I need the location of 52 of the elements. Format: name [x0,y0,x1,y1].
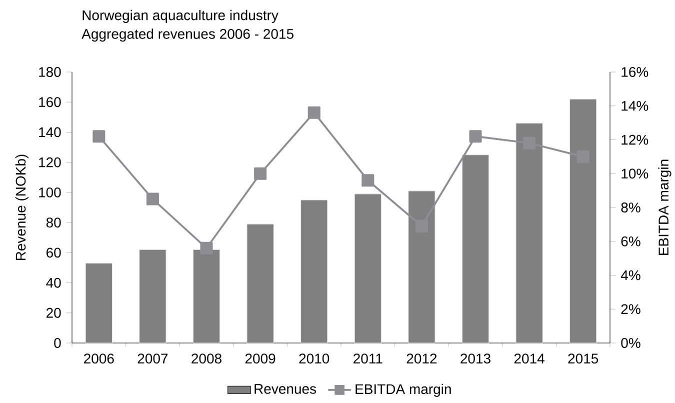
bar [408,190,436,344]
bar [192,249,220,344]
x-tick-label: 2008 [192,354,222,364]
y-axis-title: Revenue (NOKb) [15,154,28,260]
y-tick-label: 180 [39,67,61,77]
x-tick-label: 2014 [514,354,544,364]
bar [139,249,166,344]
point [92,130,106,143]
bar [85,262,113,344]
point [146,192,159,206]
x-tick-label: 2011 [354,354,382,364]
chart-title: Norwegian aquaculture industry [82,10,278,23]
x-tick-label: 2013 [460,354,490,364]
x-tick-label: 2006 [84,354,114,364]
legend-label: Revenues [254,384,316,394]
y2-tick-label: 6% [621,236,640,246]
y2-tick-label: 14% [622,100,648,111]
y-tick-label: 0 [54,338,61,348]
y2-tick-label: 8% [621,202,640,212]
point [308,106,320,119]
y2-tick-label: 10% [622,168,648,179]
y2-tick-label: 4% [620,270,640,280]
bar [462,154,490,344]
y2-tick-label: 12% [622,134,648,145]
y-tick-label: 140 [39,127,61,138]
y-tick-label: 100 [39,187,61,198]
y2-tick-label: 0% [621,338,640,348]
y-tick-label: 160 [39,97,61,108]
y-tick-label: 120 [39,157,61,168]
bar [300,200,328,344]
y-tick-label: 20 [46,308,61,318]
point [254,167,267,180]
y2-axis-title: EBITDA margin [658,160,672,255]
y2-tick-label: 2% [621,304,640,314]
bar [354,194,382,344]
y2-tick-label: 16% [622,67,648,77]
x-tick-label: 2015 [568,354,598,364]
point [200,242,213,254]
legend-label: EBITDA margin [356,384,451,397]
x-tick-label: 2009 [245,354,276,364]
x-tick-label: 2010 [299,354,330,364]
y-tick-label: 80 [46,218,61,228]
bar [516,122,543,344]
chart-subtitle: Aggregated revenues 2006 - 2015 [82,28,294,42]
point [362,174,374,187]
bar [246,224,274,344]
y-tick-label: 40 [46,278,61,288]
x-tick-label: 2012 [406,354,437,364]
y-tick-label: 60 [46,248,61,258]
bar [569,98,597,344]
point [469,130,482,143]
x-tick-label: 2007 [138,354,168,364]
